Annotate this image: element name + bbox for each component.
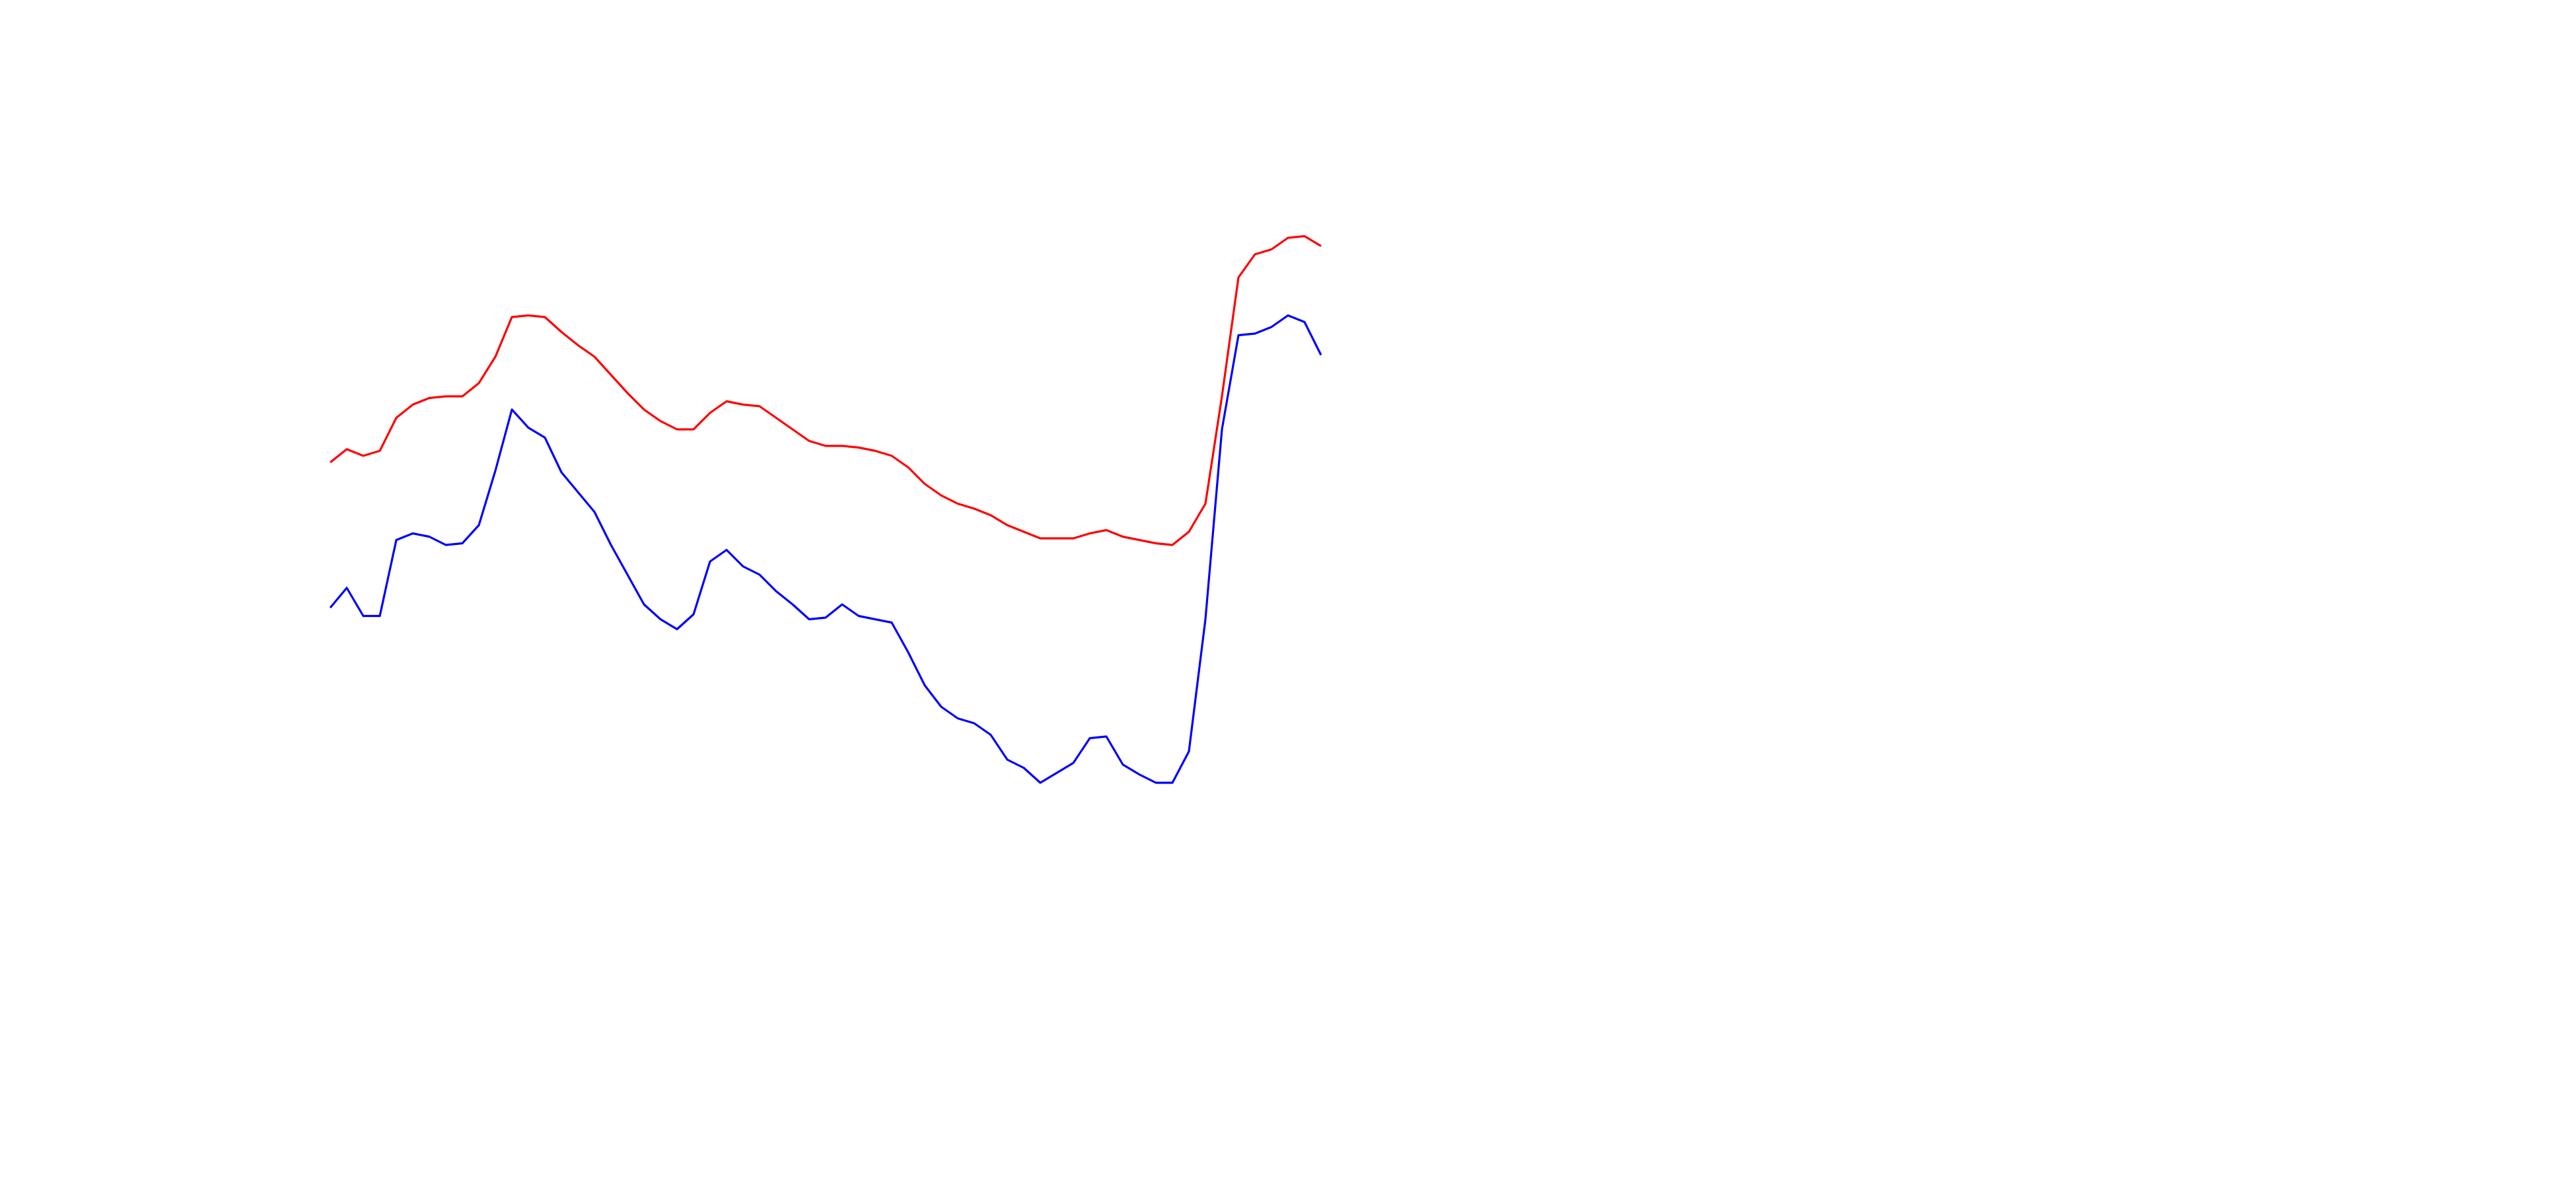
data-line	[330, 234, 1322, 546]
data-line	[329, 314, 1322, 784]
